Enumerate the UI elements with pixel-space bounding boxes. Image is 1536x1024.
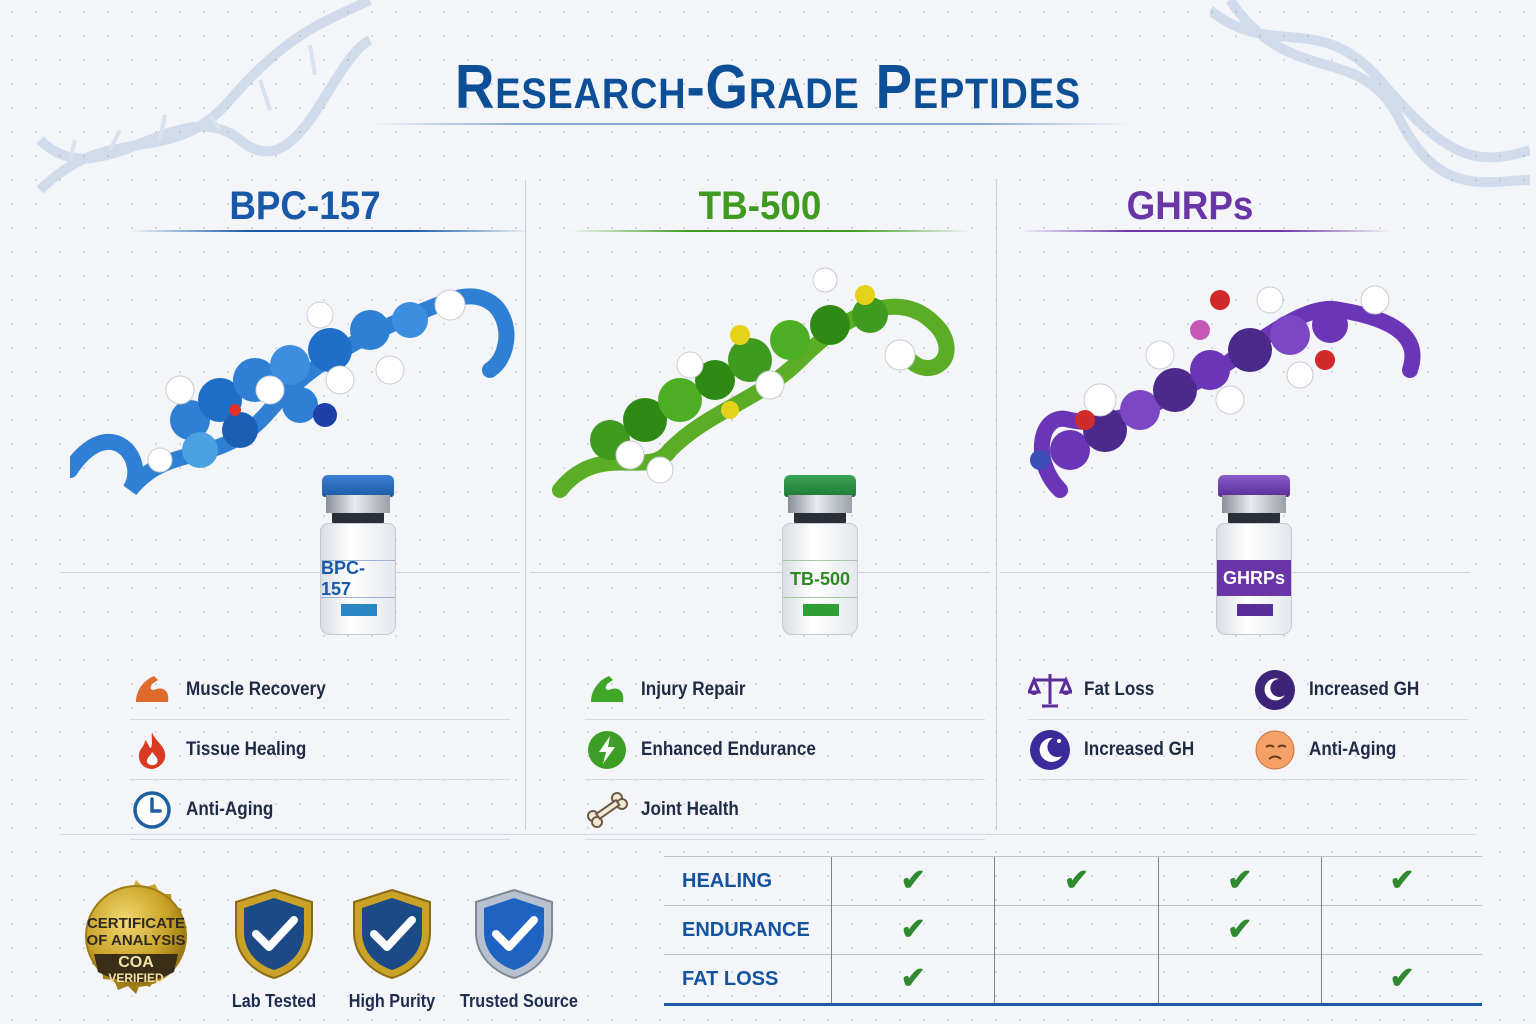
vial-label: BPC-157	[321, 558, 395, 599]
section-divider	[530, 572, 990, 573]
peptide-column-tb500: TB-500 TB-500 Injury Repair	[530, 180, 990, 840]
benefit-item: Increased GH	[1253, 660, 1468, 720]
seal-text-line3: COA	[118, 954, 154, 971]
benefit-item: Injury Repair	[585, 660, 985, 720]
coa-seal-icon: CERTIFICATE OF ANALYSIS COA VERIFIED	[85, 880, 187, 994]
peptide-title-underline	[1020, 230, 1390, 232]
shield-check-icon	[235, 888, 313, 980]
vial-label: TB-500	[783, 560, 857, 598]
empty-cell	[1321, 905, 1482, 955]
benefit-item: Anti-Aging	[1253, 720, 1468, 780]
benefit-item: Muscle Recovery	[130, 660, 510, 720]
benefit-item: Joint Health	[585, 780, 985, 840]
face-icon	[1253, 728, 1297, 772]
clock-icon	[130, 788, 174, 832]
benefit-item: Anti-Aging	[130, 780, 510, 840]
empty-cell	[994, 905, 1159, 955]
row-label: ENDURANCE	[664, 905, 832, 955]
flexed-arm-icon	[585, 668, 629, 712]
dna-helix-decoration-right	[1210, 0, 1530, 188]
table-row: HEALING ✔ ✔ ✔ ✔	[664, 856, 1482, 906]
table-row: FAT LOSS ✔ ✔	[664, 954, 1482, 1006]
product-vial-bpc157: BPC-157	[320, 475, 396, 637]
peptide-title: TB-500	[698, 184, 822, 228]
row-label: FAT LOSS	[664, 954, 832, 1006]
benefit-item: Tissue Healing	[130, 720, 510, 780]
shield-check-icon	[475, 888, 553, 980]
empty-cell	[1157, 954, 1322, 1006]
title-underline	[370, 123, 1130, 125]
section-divider	[60, 834, 1476, 835]
seal-text-line2: OF ANALYSIS	[87, 932, 186, 949]
shield-check-icon	[353, 888, 431, 980]
badge-lab-tested: Lab Tested	[214, 888, 334, 1012]
flexed-arm-icon	[130, 668, 174, 712]
molecule-illustration	[552, 267, 955, 498]
badge-trusted-source: Trusted Source	[454, 888, 578, 1012]
vial-label: GHRPs	[1217, 560, 1291, 596]
seal-text-line1: CERTIFICATE	[87, 915, 185, 932]
scale-icon	[1028, 668, 1072, 712]
peptide-title-underline	[130, 230, 530, 232]
flame-icon	[130, 728, 174, 772]
lightning-bolt-icon	[585, 728, 629, 772]
table-row: ENDURANCE ✔ ✔	[664, 905, 1482, 955]
check-icon: ✔	[900, 962, 926, 995]
check-icon: ✔	[1389, 962, 1415, 995]
check-icon: ✔	[900, 864, 926, 897]
molecule-illustration	[1030, 285, 1421, 498]
moon-icon	[1253, 668, 1297, 712]
peptide-title-underline	[570, 230, 970, 232]
section-divider	[60, 572, 520, 573]
peptide-column-bpc157: BPC-157 BPC-157 Muscle Recovery	[60, 180, 530, 840]
moon-star-icon	[1028, 728, 1072, 772]
benefits-comparison-table: HEALING ✔ ✔ ✔ ✔ ENDURANCE ✔ ✔ FAT LOSS ✔…	[664, 856, 1482, 1006]
dna-helix-decoration-left	[36, 0, 373, 194]
page-title: Research-Grade Peptides	[455, 53, 1081, 122]
check-icon: ✔	[1063, 864, 1090, 897]
bone-icon	[585, 788, 629, 832]
peptide-title: GHRPs	[1126, 184, 1254, 228]
benefit-item: Increased GH	[1028, 720, 1253, 780]
check-icon: ✔	[1389, 864, 1415, 897]
badge-high-purity: High Purity	[332, 888, 452, 1012]
benefit-item: Fat Loss	[1028, 660, 1253, 720]
row-label: HEALING	[664, 856, 832, 906]
peptide-title: BPC-157	[229, 184, 381, 228]
benefit-item: Enhanced Endurance	[585, 720, 985, 780]
empty-cell	[994, 954, 1159, 1006]
trust-badges: CERTIFICATE OF ANALYSIS COA VERIFIED Lab…	[60, 862, 590, 1012]
peptide-column-ghrps: GHRPs GHRPs Fat Loss	[1000, 180, 1470, 840]
check-icon: ✔	[900, 913, 926, 946]
molecule-illustration	[70, 288, 515, 496]
product-vial-ghrps: GHRPs	[1216, 475, 1292, 637]
column-divider	[525, 180, 526, 830]
check-icon: ✔	[1227, 864, 1253, 897]
product-vial-tb500: TB-500	[782, 475, 858, 637]
seal-text-line4: VERIFIED	[108, 971, 164, 985]
check-icon: ✔	[1227, 913, 1253, 946]
column-divider	[996, 180, 997, 830]
